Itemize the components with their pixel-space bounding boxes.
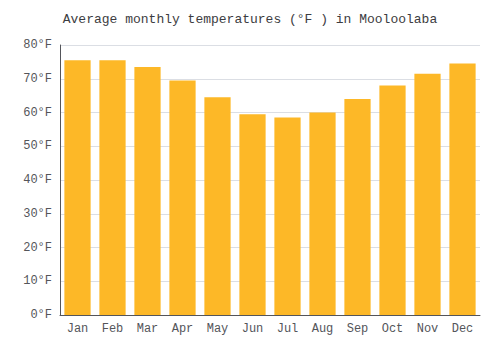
svg-text:Feb: Feb <box>102 322 124 336</box>
svg-text:Sep: Sep <box>347 322 369 336</box>
svg-text:Nov: Nov <box>417 322 439 336</box>
svg-text:Oct: Oct <box>382 322 404 336</box>
svg-text:50°F: 50°F <box>23 139 52 153</box>
svg-text:Dec: Dec <box>452 322 474 336</box>
svg-text:Jan: Jan <box>67 322 89 336</box>
svg-text:60°F: 60°F <box>23 106 52 120</box>
svg-text:0°F: 0°F <box>30 308 52 322</box>
svg-text:80°F: 80°F <box>23 38 52 52</box>
svg-text:Jun: Jun <box>242 322 264 336</box>
svg-text:Apr: Apr <box>172 322 194 336</box>
svg-text:70°F: 70°F <box>23 72 52 86</box>
svg-text:Jul: Jul <box>277 322 299 336</box>
svg-text:40°F: 40°F <box>23 173 52 187</box>
svg-text:Average monthly temperatures (: Average monthly temperatures (°F ) in Mo… <box>63 12 438 27</box>
svg-text:Mar: Mar <box>137 322 159 336</box>
svg-text:10°F: 10°F <box>23 274 52 288</box>
svg-text:Aug: Aug <box>312 322 334 336</box>
svg-text:20°F: 20°F <box>23 241 52 255</box>
svg-text:May: May <box>207 322 229 336</box>
svg-text:30°F: 30°F <box>23 207 52 221</box>
